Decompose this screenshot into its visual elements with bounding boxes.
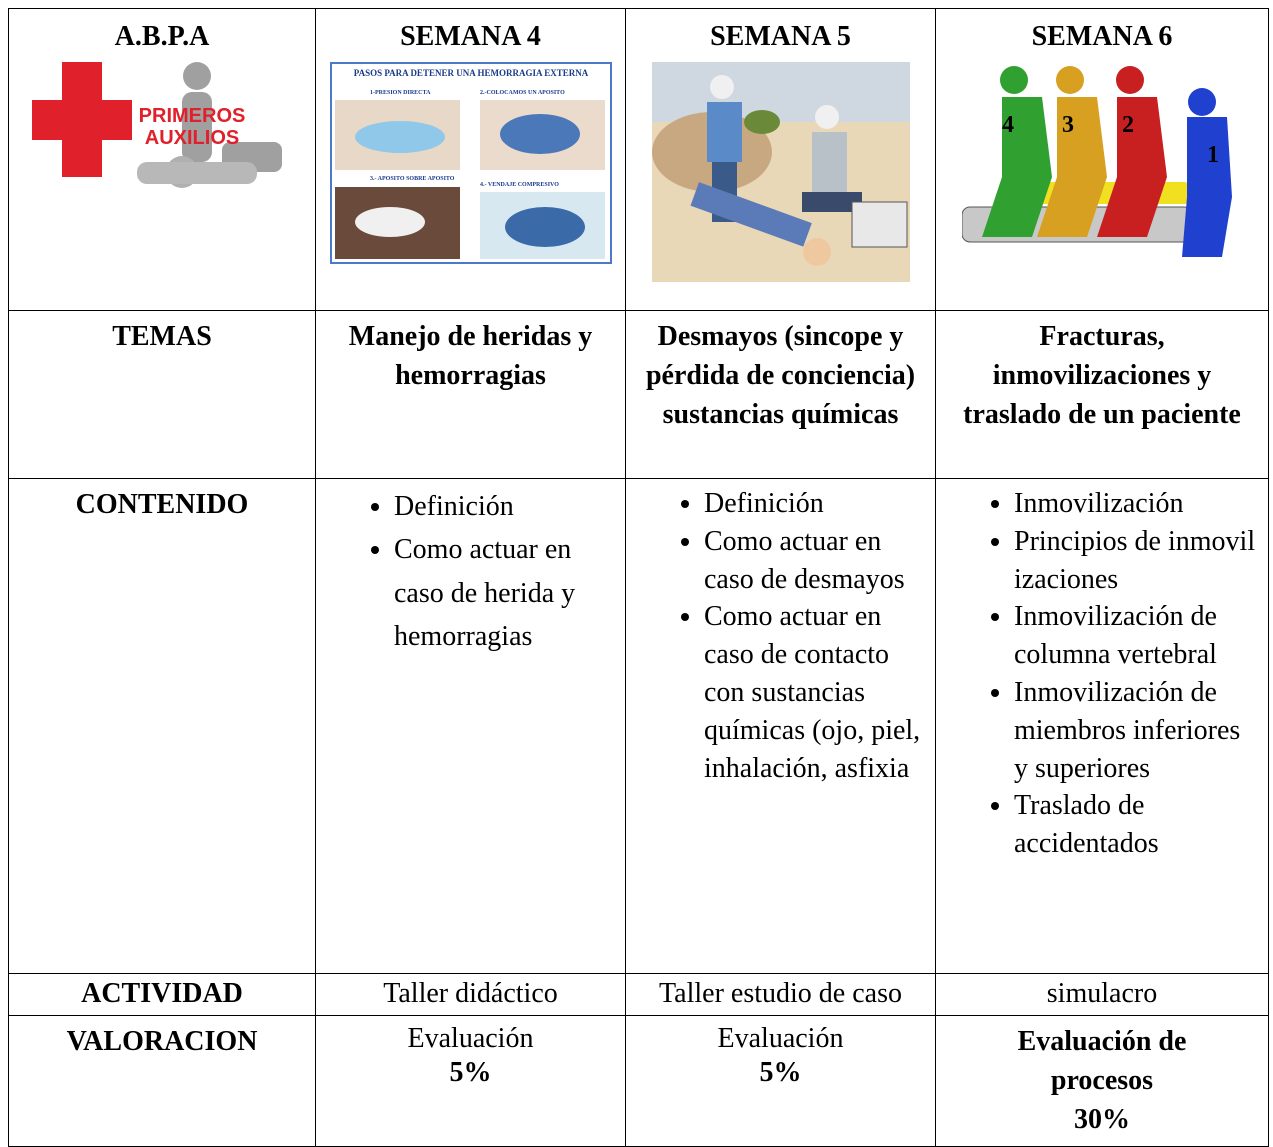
cell: simulacro (935, 973, 1269, 1016)
list-item: Definición (704, 485, 927, 523)
row-label: VALORACION (8, 1015, 316, 1147)
first-aid-image (651, 62, 910, 283)
contenido-row: CONTENIDO DefiniciónComo actuar en caso … (8, 478, 1269, 974)
row-label: TEMAS (8, 310, 316, 479)
header-text: SEMANA 6 (1031, 21, 1173, 52)
cell: Evaluación de procesos 30% (935, 1015, 1269, 1147)
list-item: Como actuar en caso de desmayos (704, 523, 927, 599)
header-cell: SEMANA 6 4 3 2 1 (935, 8, 1269, 311)
cell: Evaluación 5% (315, 1015, 626, 1147)
header-cell: SEMANA 5 (625, 8, 936, 311)
cell: Taller didáctico (315, 973, 626, 1016)
cell: Evaluación 5% (625, 1015, 936, 1147)
list-item: Como actuar en caso de contacto con sust… (704, 598, 927, 787)
list-item: Como actuar en caso de herida y hemorrag… (394, 528, 617, 658)
valoracion-row: VALORACION Evaluación 5% Evaluación 5% Eva… (8, 1015, 1269, 1147)
header-row: A.B.P.A PRIMEROS AUXILIOS SEMANA 4 PASOS… (8, 8, 1269, 311)
eval-text: Evaluación de procesos (1017, 1026, 1187, 1097)
list-item: Traslado de accidentados (1014, 787, 1260, 863)
cell: Taller estudio de caso (625, 973, 936, 1016)
poster-image: PASOS PARA DETENER UNA HEMORRAGIA EXTERN… (329, 62, 612, 265)
poster-step: 4.- VENDAJE COMPRESIVO (480, 182, 559, 188)
list: InmovilizaciónPrincipios de inmovilizaci… (944, 485, 1260, 863)
row-label: CONTENIDO (8, 478, 316, 974)
header-text: SEMANA 4 (400, 21, 541, 52)
logo-text: PRIMEROS (139, 105, 246, 127)
cell: InmovilizaciónPrincipios de inmovilizaci… (935, 478, 1269, 974)
list: DefiniciónComo actuar en caso de desmayo… (634, 485, 927, 787)
list-item: Inmovilización (1014, 485, 1260, 523)
rescuer-number: 4 (1002, 112, 1014, 138)
syllabus-table: A.B.P.A PRIMEROS AUXILIOS SEMANA 4 PASOS… (8, 8, 1269, 1147)
header-cell: A.B.P.A PRIMEROS AUXILIOS (8, 8, 316, 311)
eval-weight: 5% (759, 1056, 802, 1088)
header-text: SEMANA 5 (710, 21, 851, 52)
rescuer-number: 3 (1062, 112, 1074, 138)
rescuers-image: 4 3 2 1 (962, 66, 1232, 258)
cell: Fracturas, inmovilizaciones y traslado d… (935, 310, 1269, 479)
list-item: Definición (394, 485, 617, 528)
poster-step: 3.- APOSITO SOBRE APOSITO (370, 176, 455, 182)
list-item: Principios de inmovilizaciones (1014, 523, 1260, 599)
cell: Desmayos (sincope y pérdida de concienci… (625, 310, 936, 479)
row-label: ACTIVIDAD (8, 973, 316, 1016)
poster-title: PASOS PARA DETENER UNA HEMORRAGIA EXTERN… (353, 68, 588, 78)
logo-text: AUXILIOS (145, 127, 239, 149)
actividad-row: ACTIVIDAD Taller didáctico Taller estudi… (8, 973, 1269, 1016)
eval-weight: 5% (449, 1056, 492, 1088)
rescuer-number: 1 (1207, 142, 1219, 168)
list-item: Inmovilización de miembros inferiores y … (1014, 674, 1260, 787)
rescuer-number: 2 (1122, 112, 1134, 138)
logo-image: PRIMEROS AUXILIOS (32, 62, 282, 189)
temas-row: TEMAS Manejo de heridas y hemorragias De… (8, 310, 1269, 479)
poster-step: 2.-COLOCAMOS UN APOSITO (480, 90, 565, 96)
eval-weight: 30% (1074, 1104, 1130, 1136)
cell: Manejo de heridas y hemorragias (315, 310, 626, 479)
eval-text: Evaluación (717, 1023, 844, 1054)
list-item: Inmovilización de columna vertebral (1014, 598, 1260, 674)
eval-text: Evaluación (407, 1023, 534, 1054)
cell: DefiniciónComo actuar en caso de herida … (315, 478, 626, 974)
header-cell: SEMANA 4 PASOS PARA DETENER UNA HEMORRAG… (315, 8, 626, 311)
list: DefiniciónComo actuar en caso de herida … (324, 485, 617, 659)
header-text: A.B.P.A (114, 21, 210, 52)
poster-step: 1-PRESION DIRECTA (370, 90, 431, 96)
cell: DefiniciónComo actuar en caso de desmayo… (625, 478, 936, 974)
